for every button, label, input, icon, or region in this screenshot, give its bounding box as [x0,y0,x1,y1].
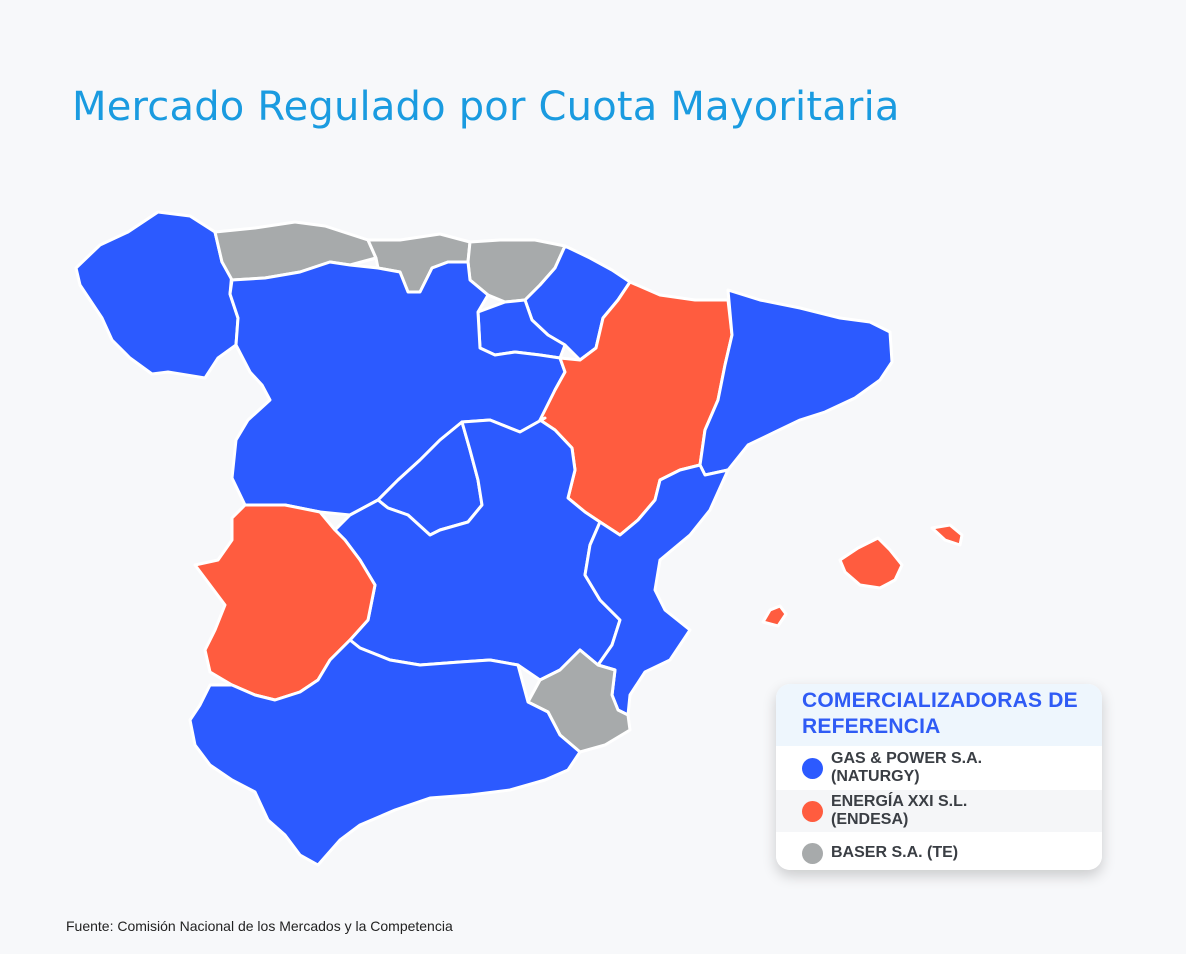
region-galicia[interactable] [74,210,240,380]
region-ibiza[interactable] [761,604,788,628]
legend-title: COMERCIALIZADORAS DE REFERENCIA [802,689,1078,738]
legend-item-label: BASER S.A. (TE) [831,844,959,861]
page-title: Mercado Regulado por Cuota Mayoritaria [72,84,900,130]
legend-dot-orange [802,800,823,822]
legend-item-baser: BASER S.A. (TE) [776,832,1102,870]
region-menorca[interactable] [930,523,964,547]
region-cataluna[interactable] [698,288,894,477]
legend-item-naturgy: GAS & POWER S.A. (NATURGY) [776,746,1102,790]
legend-header: COMERCIALIZADORAS DE REFERENCIA [776,684,1102,746]
legend-item-label: ENERGÍA XXI S.L. (ENDESA) [831,793,968,828]
legend-item-endesa: ENERGÍA XXI S.L. (ENDESA) [776,790,1102,832]
source-note: Fuente: Comisión Nacional de los Mercado… [66,918,453,934]
legend-dot-gray [802,842,823,864]
region-mallorca[interactable] [838,536,904,590]
region-andalucia[interactable] [188,638,582,867]
legend: COMERCIALIZADORAS DE REFERENCIA GAS & PO… [776,684,1102,870]
legend-dot-blue [802,757,823,779]
legend-item-label: GAS & POWER S.A. (NATURGY) [831,750,983,785]
